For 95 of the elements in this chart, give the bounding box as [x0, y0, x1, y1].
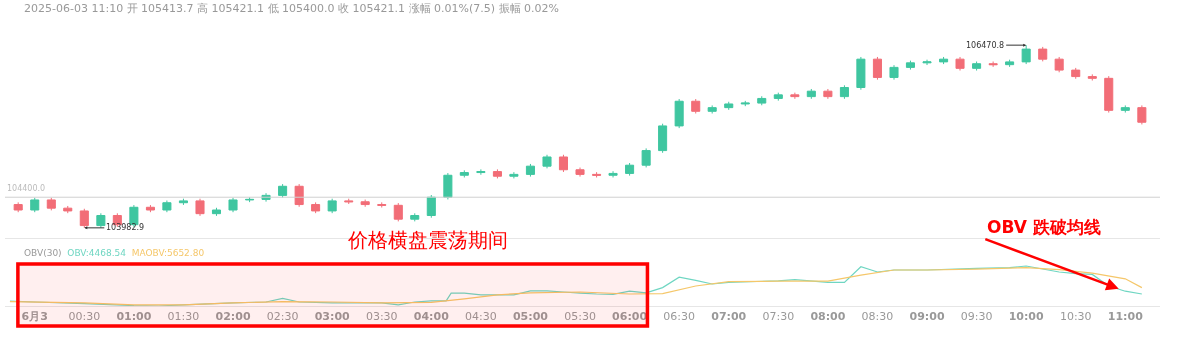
candlestick	[211, 207, 221, 217]
candlestick	[674, 98, 684, 129]
candlestick	[658, 123, 668, 154]
candlestick	[889, 64, 899, 81]
candlestick	[344, 198, 354, 205]
candlestick	[1137, 104, 1147, 125]
candlestick	[459, 169, 469, 178]
candlestick	[443, 172, 453, 200]
x-tick-label: 10:00	[1008, 310, 1045, 324]
candlestick	[955, 56, 965, 72]
x-tick-label: 04:30	[465, 310, 497, 324]
x-tick-label: 06:30	[663, 310, 696, 324]
candlestick	[195, 198, 205, 217]
candlestick	[1071, 67, 1081, 80]
candlestick	[476, 168, 486, 176]
candlestick	[1005, 59, 1015, 68]
x-tick-label: 03:00	[314, 310, 351, 324]
candlestick	[806, 88, 816, 100]
candlestick	[63, 205, 73, 214]
candlestick	[393, 202, 403, 222]
candlestick	[988, 61, 998, 68]
x-tick-label: 04:00	[413, 310, 450, 324]
candlestick	[724, 101, 734, 111]
x-tick-label: 6月3	[21, 310, 48, 324]
candlestick	[377, 201, 387, 208]
chart-title: OBV(30)	[24, 248, 62, 258]
candlestick	[922, 59, 932, 66]
candlestick	[592, 171, 602, 178]
candlestick	[245, 196, 255, 203]
candlestick	[492, 168, 502, 179]
candlestick	[178, 198, 188, 206]
candlestick	[691, 98, 701, 114]
candlestick	[905, 60, 915, 71]
x-tick-label: 01:30	[167, 310, 200, 324]
annotation: 106470.8	[966, 41, 1005, 50]
chart-title: 2025-06-03 11:10 开 105413.7 高 105421.1 低 105400.0 收 105421.1 涨幅 0.01%(7.5) 振幅 0.02%	[24, 2, 559, 15]
x-tick-label: 08:00	[810, 310, 846, 324]
candlestick	[1038, 46, 1048, 62]
x-tick-label: 11:00	[1107, 310, 1144, 324]
x-tick-label: 07:00	[711, 310, 747, 324]
candlestick	[360, 199, 370, 208]
candlestick	[823, 88, 833, 100]
candlestick	[542, 154, 552, 169]
candlestick	[1104, 75, 1114, 114]
candlestick	[509, 171, 519, 179]
candlestick	[939, 56, 949, 65]
candlestick	[740, 100, 750, 107]
candlestick	[294, 183, 304, 208]
candlestick	[1087, 73, 1097, 82]
x-tick-label: 07:30	[762, 310, 795, 324]
candlestick	[757, 95, 767, 106]
candlestick	[327, 198, 337, 214]
candlestick	[13, 201, 23, 213]
candlestick	[525, 163, 535, 178]
candlestick	[278, 183, 288, 199]
candlestick	[96, 212, 106, 229]
x-tick-label: 03:30	[365, 310, 398, 324]
candlestick	[311, 201, 321, 214]
candlestick	[641, 147, 651, 168]
candlestick	[1120, 104, 1130, 114]
candlestick	[1054, 56, 1064, 73]
candlestick	[162, 200, 172, 213]
band-label: 价格横盘震荡期间	[347, 228, 508, 252]
candlestick	[839, 84, 849, 100]
candlestick	[30, 197, 40, 213]
candlestick	[872, 56, 882, 81]
candlestick	[790, 92, 800, 100]
candlestick	[575, 167, 585, 178]
candlestick	[558, 154, 568, 173]
candlestick	[856, 56, 866, 91]
candlestick	[625, 162, 635, 177]
candlestick	[707, 104, 717, 114]
x-tick-label: 05:30	[564, 310, 596, 324]
annotation: OBV 跌破均线	[987, 217, 1101, 237]
text: OBV:4468.54	[67, 248, 127, 258]
candlestick	[410, 212, 420, 222]
x-tick-label: 02:30	[266, 310, 299, 324]
annotation: 103982.9	[106, 223, 145, 232]
candlestick	[426, 194, 436, 219]
candlestick	[228, 197, 238, 213]
x-tick-label: 09:00	[909, 310, 945, 324]
candlestick	[46, 197, 56, 211]
x-tick-label: 10:30	[1059, 310, 1092, 324]
candlestick	[773, 92, 783, 102]
candlestick	[145, 204, 155, 213]
ref-line-label: 104400.0	[7, 184, 46, 193]
candlestick	[608, 170, 618, 178]
text: MAOBV:5652.80	[131, 248, 205, 258]
x-tick-label: 00:30	[68, 310, 101, 324]
x-tick-label: 02:00	[215, 310, 251, 324]
x-tick-label: 01:00	[116, 310, 152, 324]
candlestick	[972, 61, 982, 72]
x-tick-label: 09:30	[960, 310, 993, 324]
x-tick-label: 05:00	[512, 310, 549, 324]
x-tick-label: 08:30	[861, 310, 894, 324]
